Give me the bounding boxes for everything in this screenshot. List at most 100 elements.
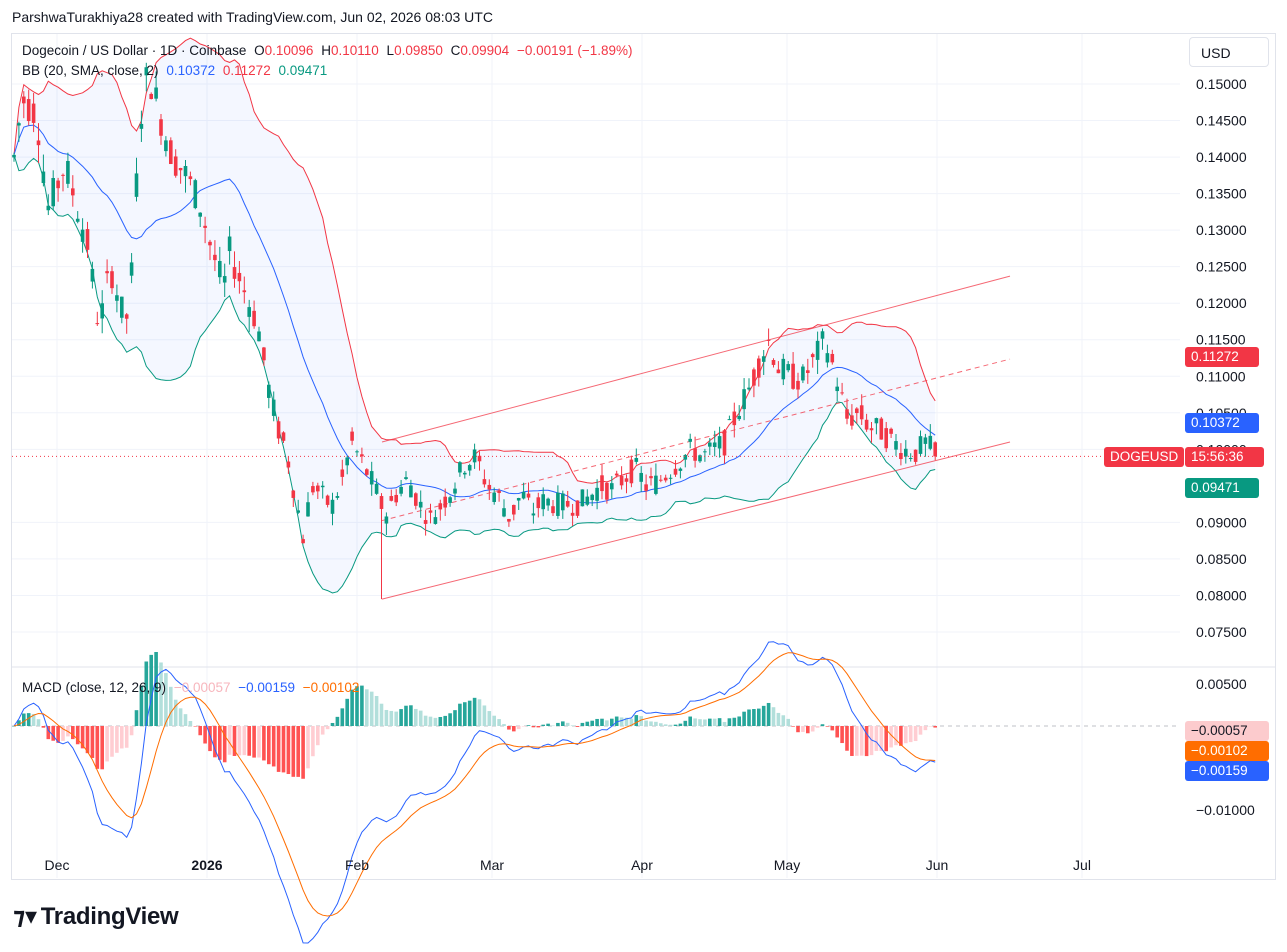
channel-upper-line [381, 275, 1011, 443]
macd-signal-line [13, 652, 936, 917]
candle-body [693, 448, 697, 461]
bollinger-band-fill [14, 38, 936, 593]
candle-body [379, 496, 384, 509]
tradingview-logo[interactable]: ⁊▾ TradingView [13, 902, 179, 931]
macd-histogram-bar [193, 726, 198, 727]
candle-body [330, 499, 335, 514]
candle-body [433, 517, 438, 524]
macd-histogram-bar [389, 710, 394, 726]
candle-body [188, 176, 193, 180]
candle-body [198, 212, 202, 217]
macd-histogram-bar [712, 718, 717, 726]
candle-body [115, 295, 119, 301]
candle-body [634, 457, 639, 462]
macd-histogram-bar [237, 726, 242, 756]
candle-body [575, 500, 580, 516]
candle-body [95, 323, 100, 325]
macd-histogram-bar [286, 726, 291, 775]
macd-histogram-bar [796, 726, 800, 733]
macd-histogram-bar [477, 699, 482, 726]
candle-body [497, 490, 501, 493]
bb-title[interactable]: BB (20, SMA, close, 2) [22, 63, 159, 78]
candle-body [428, 510, 433, 513]
close-value: 0.09904 [460, 43, 510, 58]
macd-histogram-bar [688, 716, 692, 726]
symbol-title[interactable]: Dogecoin / US Dollar · 1D · Coinbase [22, 43, 247, 58]
candle-body [649, 476, 653, 479]
macd-histogram-bar [884, 726, 888, 752]
macd-histogram-bar [507, 726, 511, 730]
macd-histogram-bar [703, 719, 707, 726]
candle-body [614, 473, 619, 476]
macd-title[interactable]: MACD (close, 12, 26, 9) [22, 680, 167, 695]
macd-histogram-bar [36, 719, 41, 726]
candle-body [389, 496, 394, 501]
candle-body [61, 174, 65, 176]
grid [12, 34, 1275, 878]
bb-upper-tag: 0.11272 [1185, 347, 1259, 367]
macd-histogram-bar [492, 715, 496, 726]
macd-histogram-bar [835, 726, 839, 738]
candle-body [159, 119, 163, 136]
macd-histogram-bar [423, 715, 428, 726]
open-value: 0.10096 [264, 43, 314, 58]
candle-body [467, 465, 472, 471]
candle-body [722, 430, 727, 456]
candle-body [458, 462, 462, 473]
candle-body [51, 178, 55, 207]
candle-body [472, 449, 477, 463]
macd-histogram-bar [708, 718, 712, 726]
macd-histogram-bar [541, 724, 545, 726]
macd-histogram-bar [913, 726, 918, 742]
candle-body [286, 461, 291, 468]
macd-histogram-bar [242, 726, 247, 756]
macd-histogram-bar [355, 686, 359, 726]
macd-histogram-bar [801, 726, 805, 732]
macd-histogram-bar [164, 673, 168, 726]
candle-body [688, 438, 692, 442]
macd-histogram-bar [369, 691, 374, 726]
time-tick-label: Jun [926, 857, 949, 873]
macd-histogram-bar [281, 726, 286, 773]
macd-histogram-bar [585, 721, 590, 726]
macd-histogram-bar [820, 724, 825, 726]
macd-line-tag: −0.00159 [1185, 761, 1269, 781]
candle-body [708, 442, 712, 447]
macd-histogram-bar [806, 726, 810, 734]
bb-basis-tag: 0.10372 [1185, 413, 1259, 433]
candle-body [31, 103, 36, 123]
candle-body [448, 497, 452, 503]
macd-histogram-bar [247, 726, 251, 756]
macd-histogram-bar [497, 719, 501, 726]
macd-histogram-bar [271, 726, 276, 767]
macd-histogram-bar [365, 689, 369, 726]
macd-histogram-bar [340, 708, 345, 726]
macd-histogram-bar [222, 726, 227, 763]
change-value: −0.00191 (−1.89%) [516, 43, 633, 58]
bb-lower-tag: 0.09471 [1185, 478, 1259, 498]
macd-line-value: −0.00159 [238, 680, 295, 695]
candle-body [105, 271, 109, 274]
macd-histogram-bar [933, 726, 937, 728]
macd-histogram-bar [252, 726, 256, 758]
macd-histogram-bar [776, 712, 781, 726]
macd-histogram-bar [526, 725, 531, 726]
candle-body [296, 510, 300, 513]
candle-body [213, 254, 217, 261]
candle-body [178, 167, 183, 171]
bollinger-fill [14, 38, 936, 593]
currency-button[interactable]: USD [1189, 37, 1269, 67]
macd-histogram-bar [565, 722, 570, 726]
candle-body [227, 236, 232, 252]
candle-body [776, 369, 781, 374]
macd-histogram-bar [320, 726, 325, 735]
macd-histogram-bar [747, 709, 751, 726]
candle-body [752, 369, 756, 386]
candle-body [340, 469, 345, 477]
macd-histogram-bar [874, 726, 879, 751]
candle-body [889, 428, 893, 434]
candle-body [806, 370, 810, 374]
macd-histogram-bar [149, 654, 153, 726]
candle-body [663, 477, 668, 481]
